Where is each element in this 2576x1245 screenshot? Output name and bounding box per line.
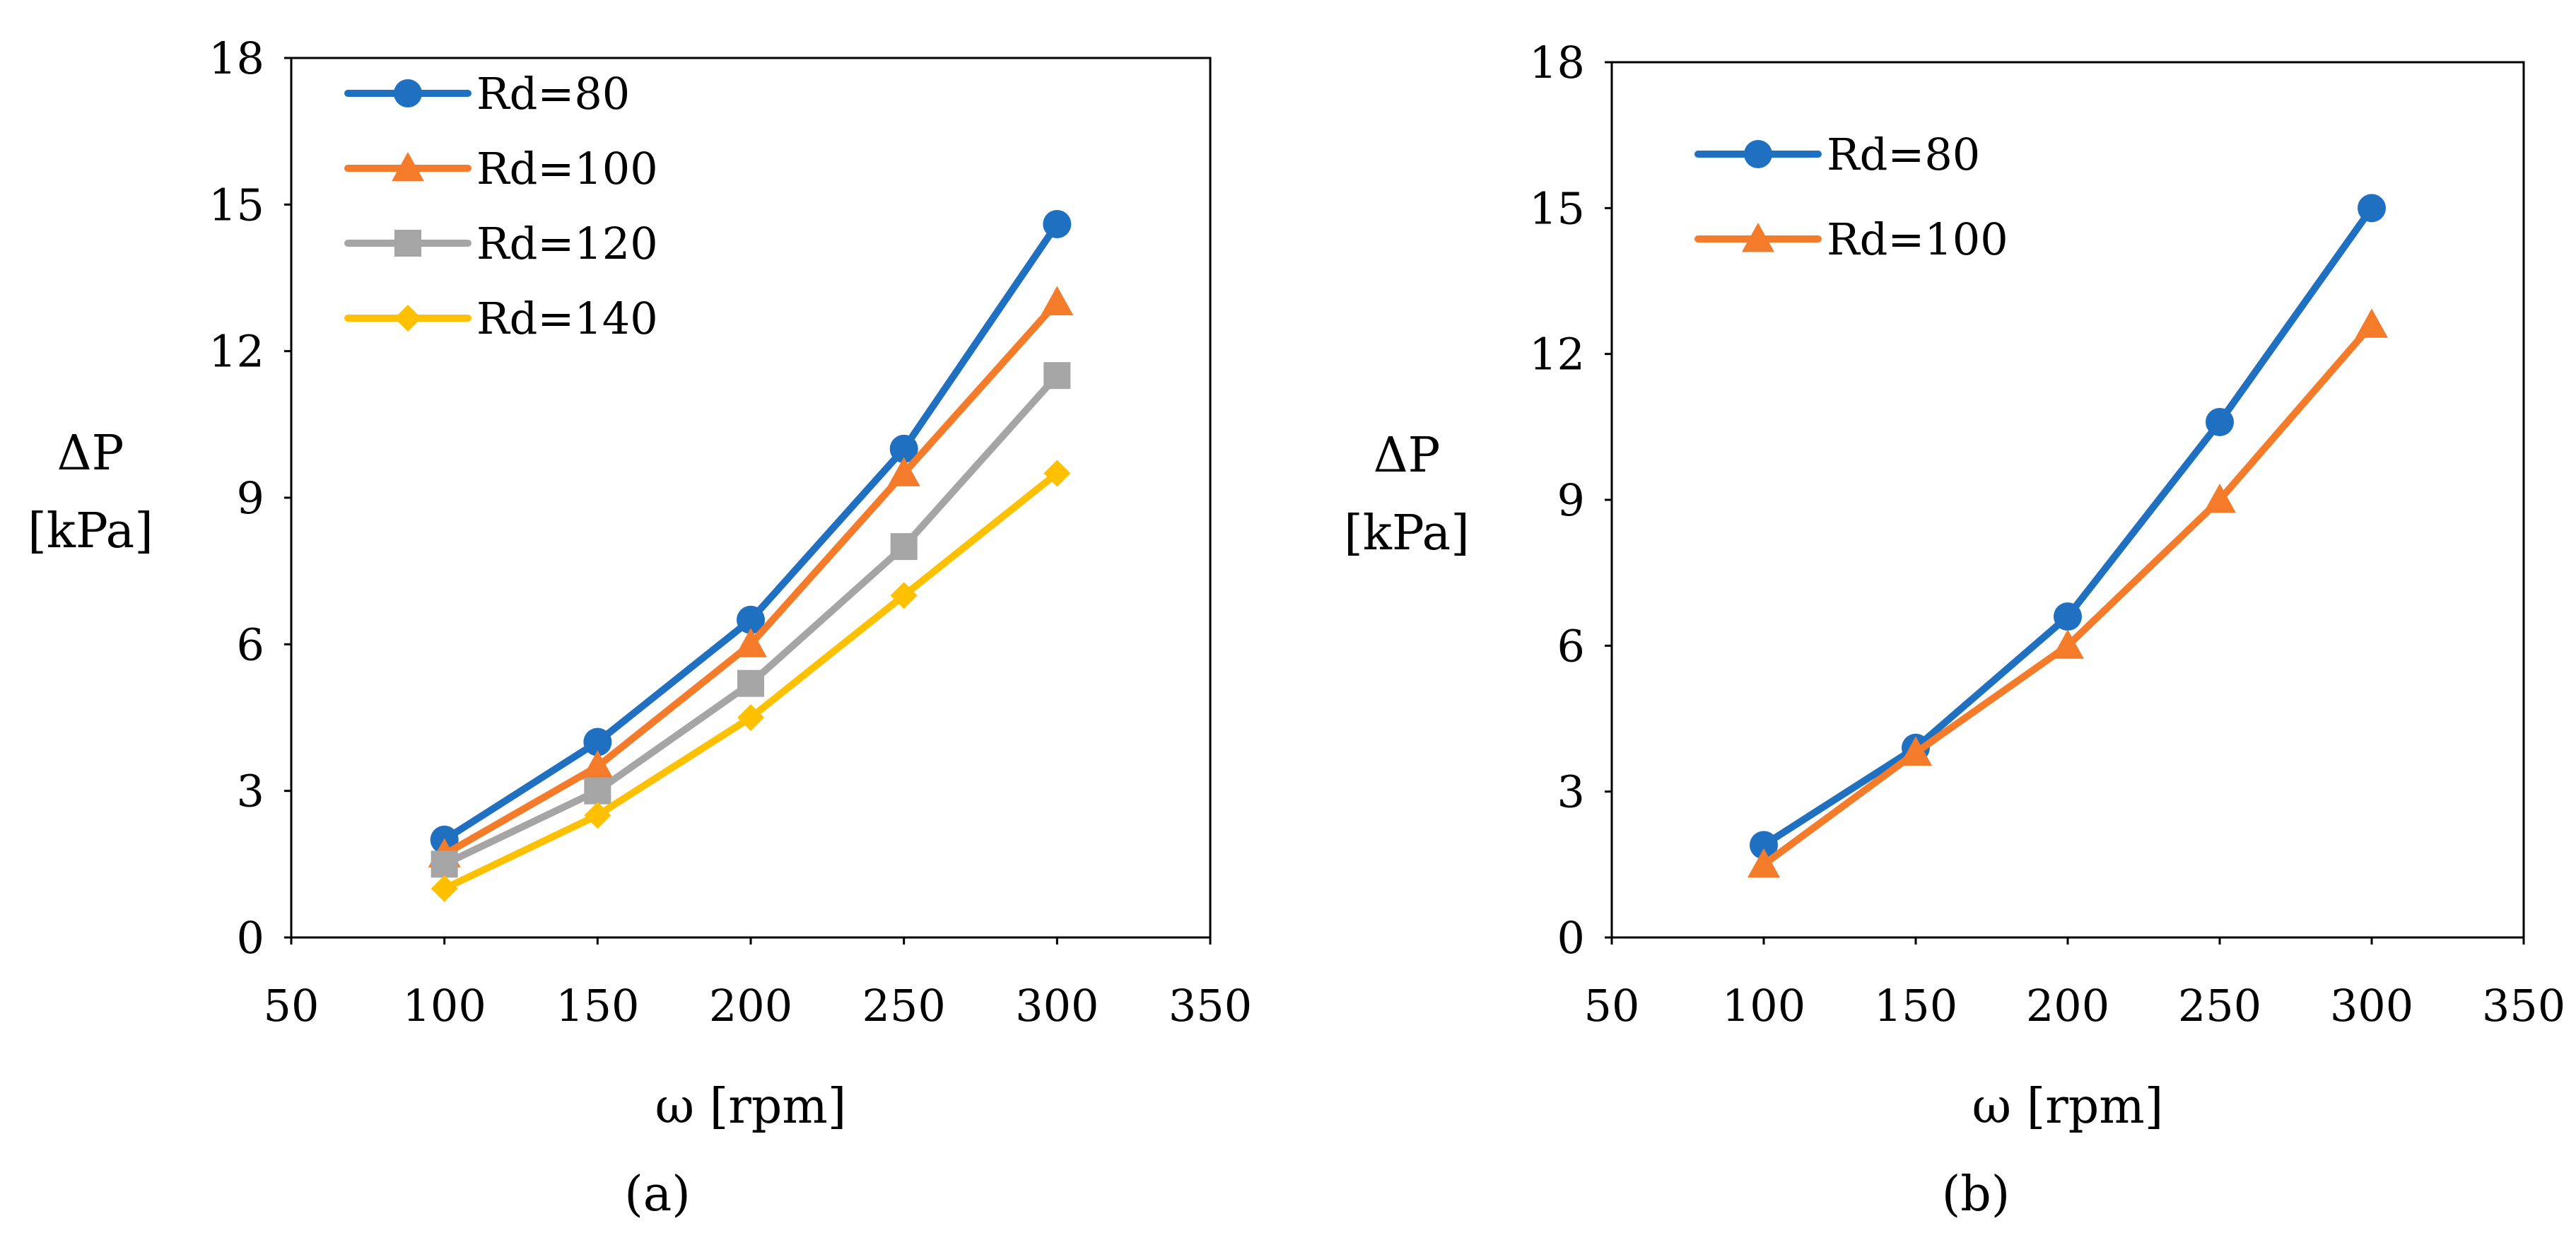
data-point — [1899, 736, 1932, 766]
data-point — [2051, 629, 2084, 659]
y-axis-label: [kPa] — [1344, 505, 1470, 561]
series-line — [1760, 204, 2375, 849]
legend-marker — [394, 305, 421, 332]
y-tick-label: 15 — [209, 179, 264, 230]
data-point — [1043, 460, 1071, 487]
legend-label: Rd=80 — [476, 68, 630, 119]
data-point — [2054, 602, 2082, 631]
data-point — [584, 777, 611, 805]
data-point — [1747, 848, 1780, 878]
data-point — [2203, 484, 2236, 513]
x-tick-label: 300 — [2330, 980, 2413, 1031]
plot-area-frame — [290, 57, 1212, 939]
legend-marker — [392, 152, 424, 182]
data-point — [2206, 407, 2234, 436]
data-point — [734, 628, 767, 657]
y-tick-label: 6 — [237, 619, 264, 670]
legend-label: Rd=80 — [1827, 129, 1980, 180]
y-axis-label: [kPa] — [28, 503, 153, 559]
y-tick-label: 12 — [1529, 329, 1585, 380]
x-tick-label: 250 — [2178, 980, 2261, 1031]
x-tick-label: 100 — [402, 980, 486, 1031]
y-tick-label: 9 — [1557, 474, 1585, 526]
data-point — [1041, 286, 1074, 315]
x-axis-label: ω [rpm] — [1972, 1079, 2164, 1135]
legend-marker — [394, 79, 422, 107]
y-axis-label: ΔP — [1374, 428, 1441, 484]
series-rd-140 — [431, 460, 1071, 902]
data-point — [737, 704, 764, 731]
series-line — [440, 298, 1061, 858]
panel-caption: (b) — [1942, 1167, 2010, 1222]
data-point — [431, 875, 458, 902]
legend-label: Rd=100 — [1827, 214, 2008, 265]
y-tick-label: 0 — [1557, 912, 1585, 964]
x-tick-label: 50 — [264, 980, 320, 1031]
panel-caption: (a) — [624, 1167, 691, 1222]
y-tick-label: 3 — [237, 766, 264, 817]
data-point — [889, 434, 918, 463]
data-point — [431, 851, 458, 878]
x-tick-label: 150 — [556, 980, 639, 1031]
data-point — [2355, 308, 2388, 338]
y-tick-label: 15 — [1529, 182, 1585, 234]
y-axis-label: ΔP — [57, 426, 124, 481]
data-point — [890, 533, 918, 561]
legend-label: Rd=120 — [476, 218, 658, 269]
legend-label: Rd=100 — [476, 143, 658, 194]
y-tick-label: 0 — [237, 912, 264, 964]
x-axis-label: ω [rpm] — [655, 1079, 847, 1135]
y-tick-label: 3 — [1557, 766, 1585, 818]
chart-panel-b: 0 3 6 9 12 15 18 50 100 150 200 250 300 350 ΔP [kPa] ω [… — [1344, 37, 2565, 1222]
y-tick-label: 18 — [209, 33, 264, 84]
legend-marker — [1742, 223, 1774, 252]
data-point — [737, 605, 765, 634]
data-point — [583, 727, 612, 756]
legend-label: Rd=140 — [476, 293, 658, 344]
legend-entry: Rd=80 — [1694, 129, 1980, 180]
series-rd-80 — [1750, 194, 2386, 860]
legend-entry: Rd=120 — [344, 218, 658, 269]
legend-entry: Rd=100 — [344, 143, 658, 194]
y-tick-label: 12 — [209, 326, 264, 378]
y-tick-label: 6 — [1557, 620, 1585, 672]
data-point — [2358, 194, 2386, 223]
data-point — [1750, 831, 1778, 860]
series-rd-100 — [1747, 308, 2388, 878]
data-point — [581, 750, 614, 780]
x-tick-label: 50 — [1584, 980, 1640, 1031]
x-tick-label: 300 — [1015, 980, 1099, 1031]
data-point — [1043, 209, 1072, 238]
data-point — [584, 802, 611, 829]
x-tick-label: 250 — [862, 980, 945, 1031]
chart-panel-a: 0 3 6 9 12 15 18 50 100 150 200 250 300 350 ΔP [kPa] ω [… — [28, 33, 1252, 1222]
x-tick-label: 200 — [2026, 980, 2109, 1031]
legend-entry: Rd=100 — [1694, 214, 2008, 265]
x-tick-label: 150 — [1874, 980, 1957, 1031]
y-tick-label: 9 — [237, 472, 264, 524]
x-tick-label: 350 — [1169, 980, 1252, 1031]
data-point — [890, 582, 918, 609]
series-rd-100 — [428, 286, 1074, 867]
data-point — [737, 670, 764, 697]
data-point — [887, 457, 920, 486]
x-tick-label: 100 — [1722, 980, 1805, 1031]
legend-marker — [394, 230, 421, 257]
series-rd-120 — [431, 362, 1071, 878]
x-tick-label: 350 — [2482, 980, 2565, 1031]
legend-entry: Rd=80 — [344, 68, 630, 119]
legend-entry: Rd=140 — [344, 293, 658, 344]
legend-marker — [1744, 140, 1772, 168]
data-point — [1043, 362, 1071, 390]
plot-area-frame — [1610, 61, 2525, 939]
y-tick-label: 18 — [1529, 37, 1585, 88]
x-tick-label: 200 — [709, 980, 792, 1031]
